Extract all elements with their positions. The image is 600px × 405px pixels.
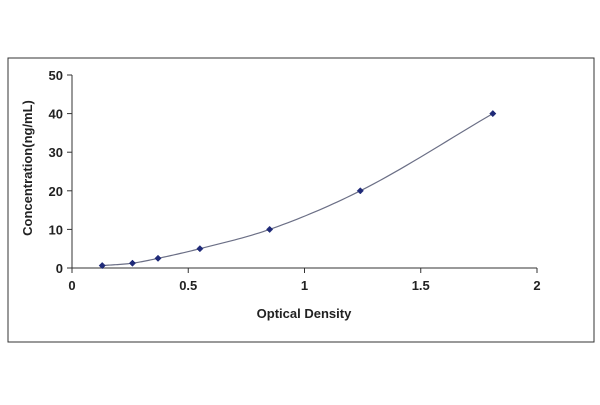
y-tick-label: 20 <box>49 184 63 199</box>
x-tick-label: 1.5 <box>412 278 430 293</box>
fit-curve <box>102 113 494 267</box>
x-tick-label: 0.5 <box>179 278 197 293</box>
data-point <box>356 187 364 195</box>
y-tick-label: 0 <box>56 261 63 276</box>
y-tick-label: 10 <box>49 222 63 237</box>
x-tick-label: 0 <box>68 278 75 293</box>
data-point <box>98 262 106 270</box>
y-tick-label: 30 <box>49 145 63 160</box>
y-tick-label: 50 <box>49 68 63 83</box>
data-point <box>154 254 162 262</box>
data-point <box>489 110 497 118</box>
chart-frame <box>7 57 595 343</box>
data-point <box>266 225 274 233</box>
y-axis-title: Concentration(ng/mL) <box>20 100 35 236</box>
fit-curve-layer <box>102 113 494 267</box>
x-tick-label: 2 <box>533 278 540 293</box>
data-point <box>128 259 137 267</box>
data-points <box>98 110 497 270</box>
axes <box>67 74 538 273</box>
x-axis-title: Optical Density <box>257 306 352 321</box>
data-point <box>196 245 204 253</box>
x-tick-label: 1 <box>301 278 308 293</box>
y-tick-label: 40 <box>49 107 63 122</box>
